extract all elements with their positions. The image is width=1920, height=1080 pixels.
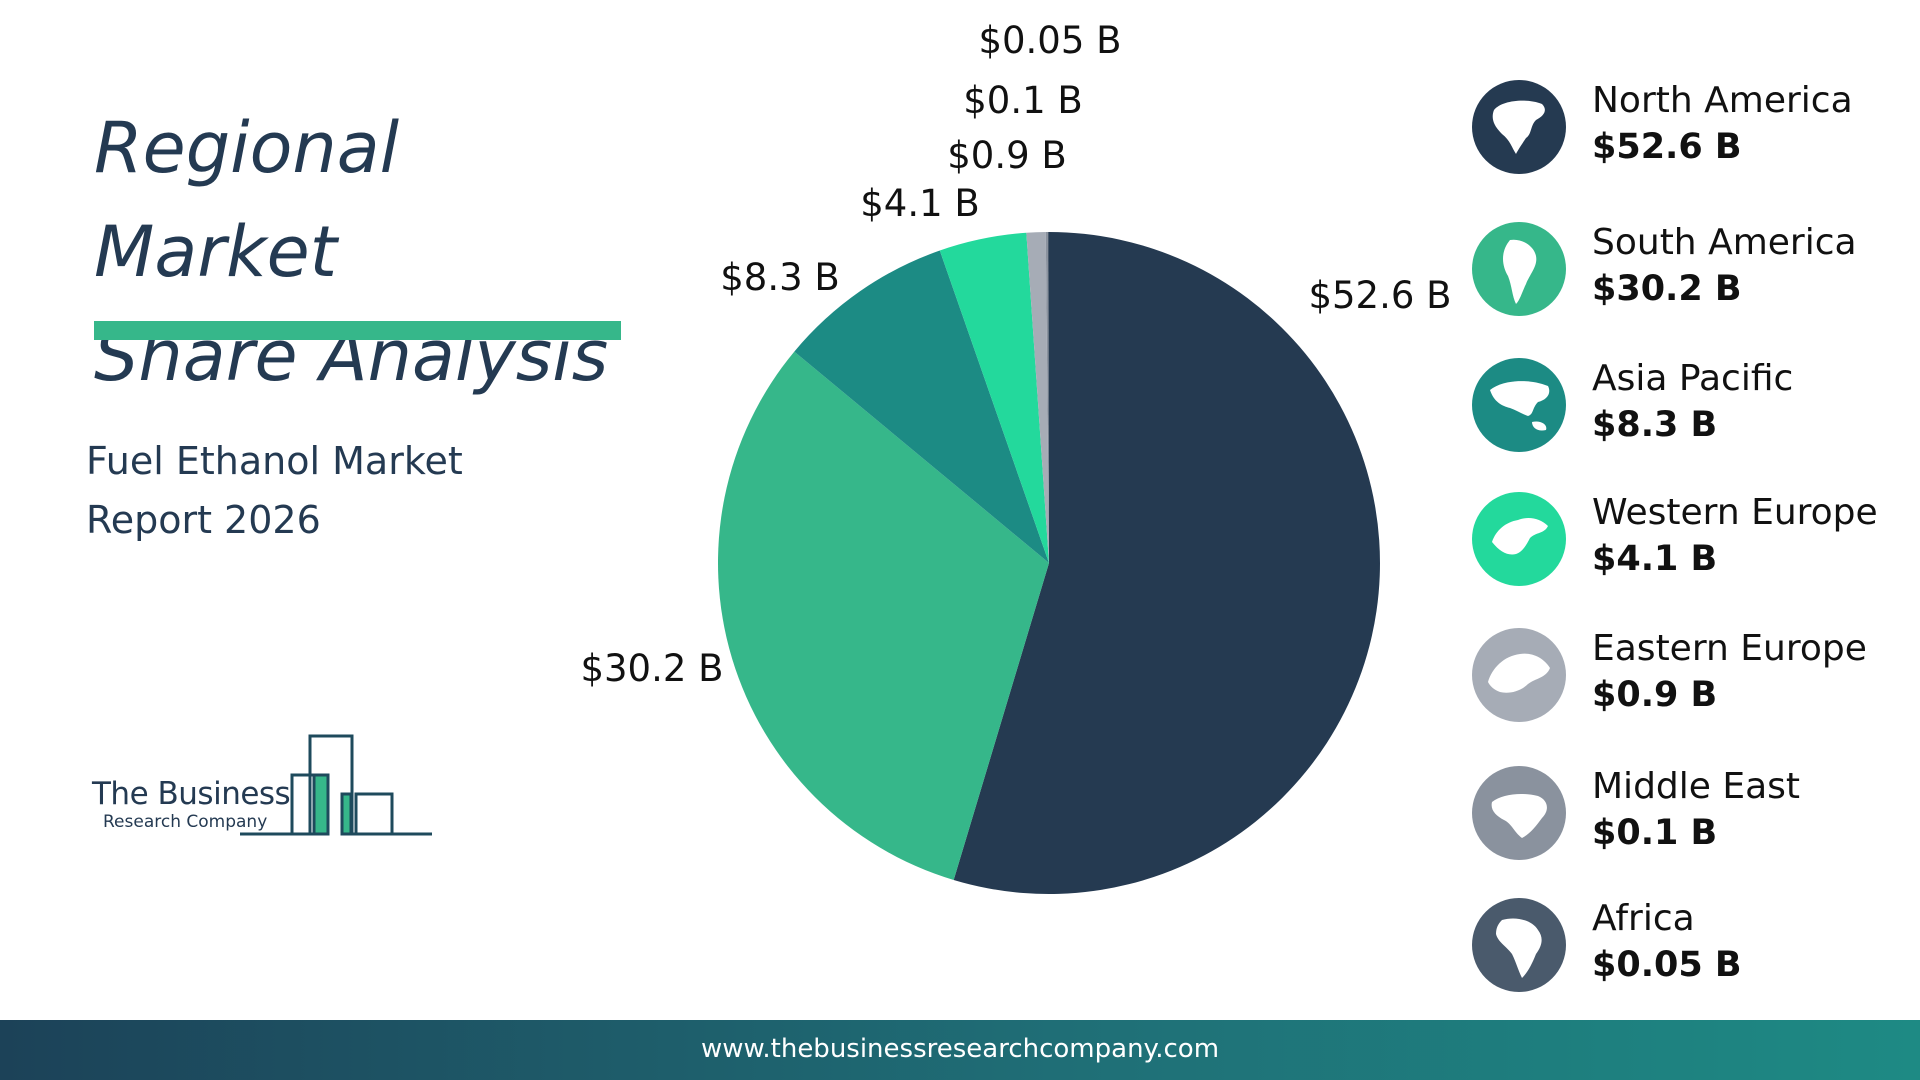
legend-label: Africa	[1592, 898, 1695, 939]
legend-value: $0.1 B	[1592, 813, 1718, 853]
legend-label: Eastern Europe	[1592, 628, 1867, 669]
legend-item-middle-east: Middle East $0.1 B	[1472, 766, 1912, 866]
legend-item-north-america: North America $52.6 B	[1472, 80, 1912, 180]
legend-item-western-europe: Western Europe $4.1 B	[1472, 492, 1912, 592]
logo-text-line-1: The Business	[92, 776, 291, 812]
data-label-africa: $0.05 B	[978, 19, 1121, 62]
footer-bar: www.thebusinessresearchcompany.com	[0, 1020, 1920, 1080]
legend-label: South America	[1592, 222, 1857, 263]
title-accent-bar	[94, 321, 621, 340]
legend-label: Asia Pacific	[1592, 358, 1794, 399]
legend-value: $52.6 B	[1592, 127, 1742, 167]
legend-item-africa: Africa $0.05 B	[1472, 898, 1912, 998]
data-label-western-europe: $4.1 B	[860, 182, 980, 225]
legend-value: $0.9 B	[1592, 675, 1718, 715]
pie-slice-africa	[1047, 231, 1049, 563]
pie-slice-south-america	[717, 351, 1049, 880]
data-label-north-america: $52.6 B	[1308, 274, 1451, 317]
south-america-map-icon	[1472, 222, 1566, 316]
subtitle-line-1: Fuel Ethanol Market	[86, 439, 463, 483]
data-label-eastern-europe: $0.9 B	[947, 134, 1067, 177]
africa-map-icon	[1472, 898, 1566, 992]
pie-slice-asia-pacific	[794, 250, 1049, 563]
pie-slice-western-europe	[939, 232, 1049, 563]
middle-east-map-icon	[1472, 766, 1566, 860]
legend-label: North America	[1592, 80, 1853, 121]
eastern-europe-map-icon	[1472, 628, 1566, 722]
asia-pacific-map-icon	[1472, 358, 1566, 452]
legend-value: $8.3 B	[1592, 405, 1718, 445]
report-subtitle: Fuel Ethanol Market Report 2026	[86, 432, 506, 550]
north-america-map-icon	[1472, 80, 1566, 174]
western-europe-map-icon	[1472, 492, 1566, 586]
legend-item-eastern-europe: Eastern Europe $0.9 B	[1472, 628, 1912, 728]
legend-item-south-america: South America $30.2 B	[1472, 222, 1912, 322]
pie-chart: $52.6 B $30.2 B $8.3 B $4.1 B $0.9 B $0.1 B $0…	[580, 19, 1452, 894]
subtitle-line-2: Report 2026	[86, 498, 321, 542]
data-label-asia-pacific: $8.3 B	[720, 256, 840, 299]
logo-bars-icon	[240, 734, 432, 836]
pie-slice-north-america	[953, 232, 1380, 894]
legend-label: Western Europe	[1592, 492, 1878, 533]
pie-slice-middle-east	[1045, 232, 1049, 563]
pie-slices	[717, 231, 1380, 894]
data-label-south-america: $30.2 B	[580, 647, 723, 690]
pie-slice-eastern-europe	[1026, 232, 1049, 563]
footer-url-link[interactable]: www.thebusinessresearchcompany.com	[700, 1034, 1220, 1064]
legend-value: $4.1 B	[1592, 539, 1718, 579]
legend-label: Middle East	[1592, 766, 1801, 807]
legend-item-asia-pacific: Asia Pacific $8.3 B	[1472, 358, 1912, 458]
pie-labels: $52.6 B $30.2 B $8.3 B $4.1 B $0.9 B $0.1 B $0…	[580, 19, 1451, 690]
company-logo: The Business Research Company	[92, 730, 442, 840]
legend-value: $30.2 B	[1592, 269, 1742, 309]
legend-value: $0.05 B	[1592, 945, 1742, 985]
title-line-1: Regional Market	[94, 107, 400, 293]
data-label-middle-east: $0.1 B	[963, 79, 1083, 122]
logo-text-line-2: Research Company	[103, 812, 268, 832]
